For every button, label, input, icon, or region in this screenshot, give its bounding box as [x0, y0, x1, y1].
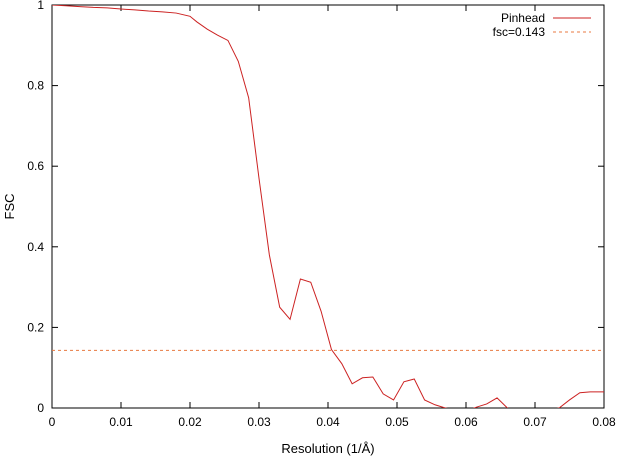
x-axis: 0 0.01 0.02 0.03 0.04 0.05 0.06 0.07 0.08 [49, 5, 616, 429]
x-axis-label: Resolution (1/Å) [281, 441, 374, 456]
x-tick-label: 0.05 [385, 415, 409, 429]
y-tick-label: 0.6 [27, 159, 44, 173]
y-tick-label: 0.8 [27, 79, 44, 93]
x-tick-label: 0.07 [523, 415, 547, 429]
y-tick-label: 0 [37, 401, 44, 415]
x-tick-label: 0.04 [316, 415, 340, 429]
x-tick-label: 0.06 [454, 415, 478, 429]
y-tick-label: 0.2 [27, 320, 44, 334]
plot-area [51, 4, 605, 409]
legend-label: fsc=0.143 [493, 25, 546, 39]
x-tick-label: 0 [49, 415, 56, 429]
series-layer [52, 5, 604, 408]
series-line-pinhead [52, 5, 604, 408]
y-axis-label: FSC [2, 194, 17, 220]
y-tick-label: 0.4 [27, 240, 44, 254]
x-tick-label: 0.02 [178, 415, 202, 429]
plot-frame [51, 4, 605, 409]
x-tick-label: 0.03 [247, 415, 271, 429]
x-tick-label: 0.08 [592, 415, 616, 429]
y-tick-label: 1 [37, 0, 44, 12]
y-axis: 0 0.2 0.4 0.6 0.8 1 [27, 0, 604, 415]
x-tick-label: 0.01 [109, 415, 133, 429]
legend-label: Pinhead [501, 11, 545, 25]
